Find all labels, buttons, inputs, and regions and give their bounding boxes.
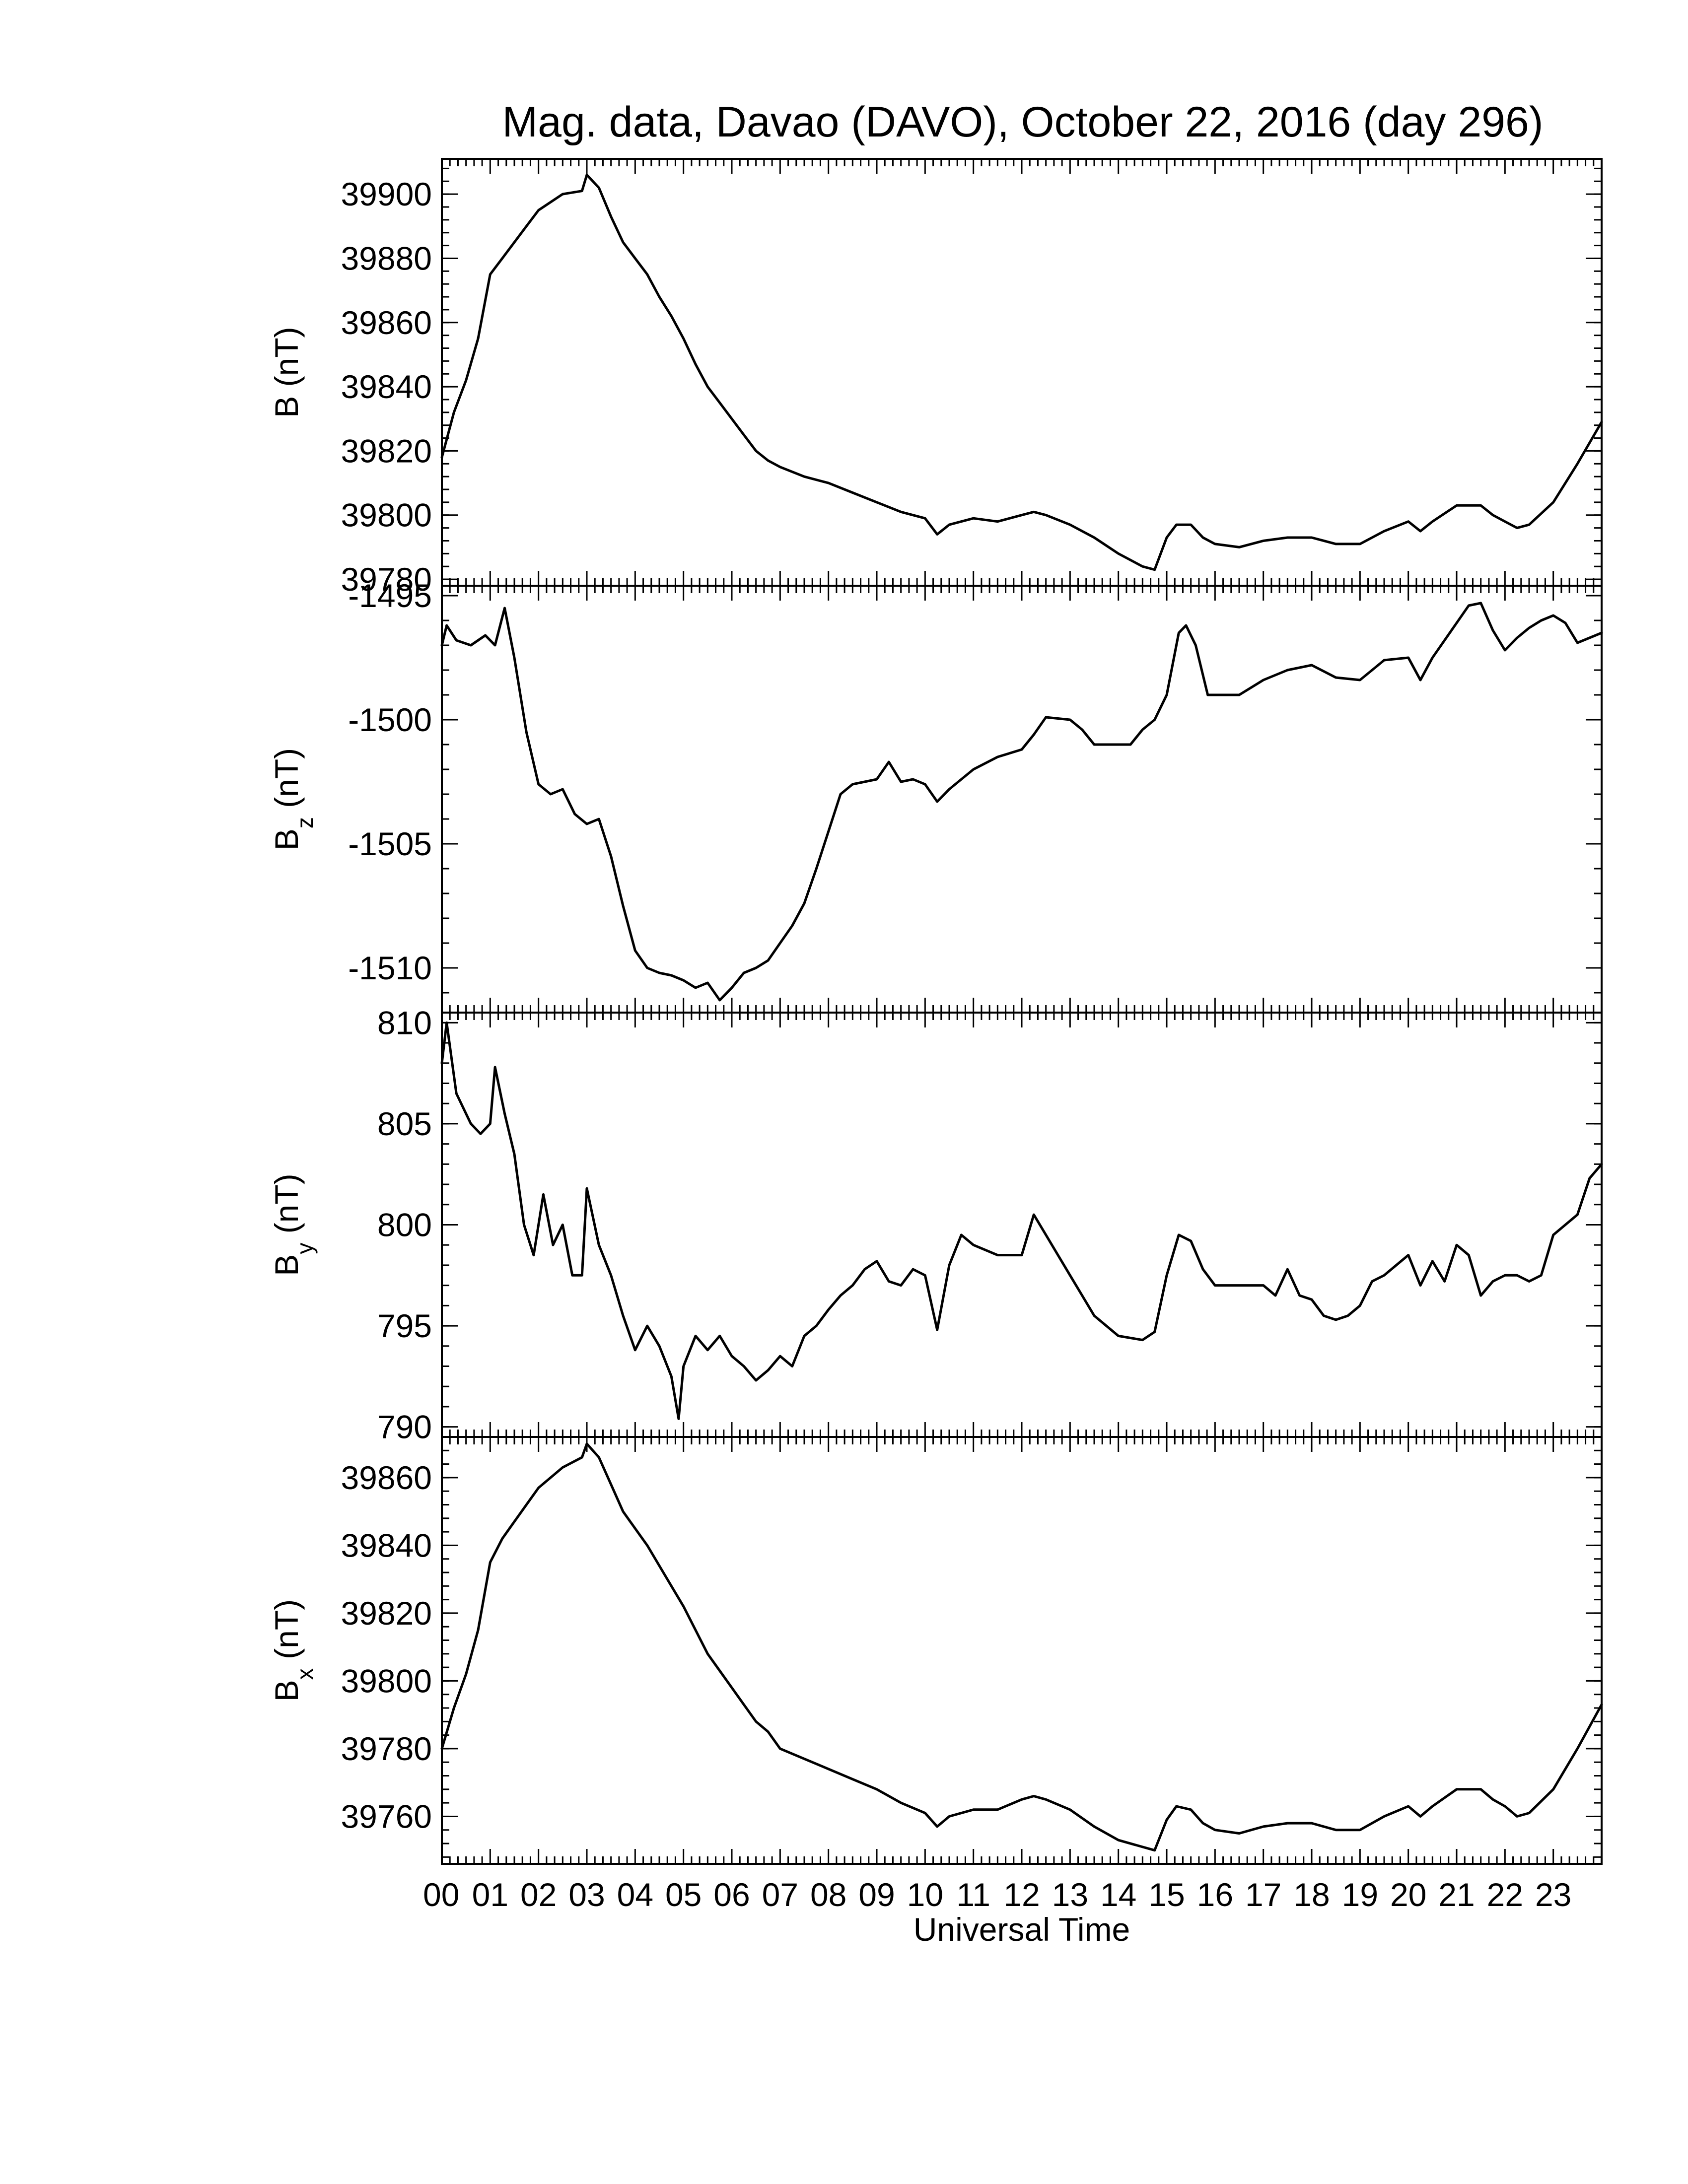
x-tick-label: 15 — [1148, 1876, 1185, 1913]
x-tick-label: 20 — [1390, 1876, 1426, 1913]
panel-bz: -1510 -1505 -1500 -1495 Bz (nT) — [268, 577, 1603, 1014]
x-tick-label: 16 — [1197, 1876, 1233, 1913]
x-tick-label: 08 — [810, 1876, 846, 1913]
series-line-b — [440, 173, 1603, 571]
y-tick-label: 800 — [377, 1207, 432, 1243]
y-tick-label: 790 — [377, 1409, 432, 1445]
y-axis-label: Bz (nT) — [268, 748, 318, 850]
y-tick-label: 39820 — [341, 432, 432, 469]
x-tick-label: 12 — [1003, 1876, 1040, 1913]
y-tick-label: 39820 — [341, 1595, 432, 1632]
x-tick-label: 09 — [858, 1876, 895, 1913]
x-tick-label: 10 — [907, 1876, 943, 1913]
panels-group: 39780 39800 39820 39840 39860 39880 39900 B (nT… — [268, 158, 1603, 1865]
x-tick-label: 14 — [1100, 1876, 1136, 1913]
x-tick-label: 05 — [665, 1876, 702, 1913]
y-axis-label: B (nT) — [268, 327, 305, 417]
x-tick-label: 11 — [956, 1876, 990, 1913]
y-tick-label: 39780 — [341, 1730, 432, 1767]
x-tick-label: 21 — [1438, 1876, 1475, 1913]
series-line-by — [440, 1021, 1603, 1420]
y-tick-label: 39840 — [341, 368, 432, 405]
y-tick-label: 39840 — [341, 1527, 432, 1564]
x-tick-label: 18 — [1293, 1876, 1330, 1913]
panel-b: 39780 39800 39820 39840 39860 39880 39900 B (nT… — [268, 158, 1603, 598]
y-tick-label: -1510 — [348, 950, 432, 986]
y-tick-label: 39800 — [341, 497, 432, 534]
x-tick-labels: 00 01 02 03 04 05 06 07 08 09 10 11 12 13 14 15 16 17 18 19… — [423, 1876, 1571, 1913]
y-tick-label: 39880 — [341, 240, 432, 276]
y-tick-label: 39760 — [341, 1798, 432, 1835]
panel-bx: 39760 39780 39800 39820 39840 39860 Bx (nT) — [268, 1436, 1603, 1865]
y-tick-label: 39860 — [341, 304, 432, 341]
x-tick-label: 19 — [1342, 1876, 1378, 1913]
panel-by: 790 795 800 805 810 By (nT) — [268, 1004, 1603, 1445]
y-tick-label: -1505 — [348, 825, 432, 862]
y-axis-label: By (nT) — [268, 1173, 318, 1276]
x-tick-label: 02 — [520, 1876, 557, 1913]
x-tick-label: 04 — [617, 1876, 653, 1913]
x-tick-label: 13 — [1052, 1876, 1088, 1913]
y-tick-label: 39900 — [341, 176, 432, 212]
y-tick-label: 805 — [377, 1105, 432, 1142]
x-tick-label: 03 — [568, 1876, 605, 1913]
x-axis-label: Universal Time — [914, 1911, 1130, 1948]
x-tick-label: 00 — [423, 1876, 459, 1913]
chart-title: Mag. data, Davao (DAVO), October 22, 201… — [502, 98, 1544, 146]
x-tick-label: 06 — [713, 1876, 750, 1913]
y-tick-label: 39800 — [341, 1662, 432, 1699]
series-line-bx — [440, 1442, 1603, 1852]
x-tick-label: 23 — [1535, 1876, 1571, 1913]
y-tick-label: 810 — [377, 1004, 432, 1041]
y-tick-label: 39780 — [341, 561, 432, 598]
y-tick-label: -1500 — [348, 701, 432, 738]
x-tick-label: 01 — [472, 1876, 508, 1913]
y-tick-label: 39860 — [341, 1459, 432, 1496]
x-tick-label: 07 — [762, 1876, 798, 1913]
y-tick-label: 795 — [377, 1307, 432, 1344]
x-tick-label: 17 — [1245, 1876, 1281, 1913]
y-tick-label: -1495 — [348, 577, 432, 614]
x-tick-label: 22 — [1487, 1876, 1523, 1913]
series-line-bz — [440, 602, 1603, 1002]
y-axis-label: Bx (nT) — [268, 1599, 318, 1702]
